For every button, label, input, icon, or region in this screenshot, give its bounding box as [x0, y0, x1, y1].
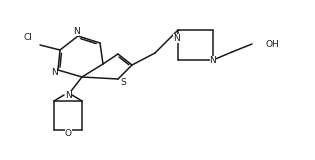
Text: N: N — [73, 27, 79, 36]
Text: OH: OH — [266, 40, 280, 48]
Text: Cl: Cl — [24, 32, 32, 41]
Text: N: N — [51, 68, 57, 76]
Text: O: O — [65, 128, 72, 137]
Text: N: N — [209, 56, 216, 64]
Text: N: N — [173, 33, 179, 43]
Text: S: S — [120, 77, 126, 87]
Text: N: N — [65, 91, 72, 100]
